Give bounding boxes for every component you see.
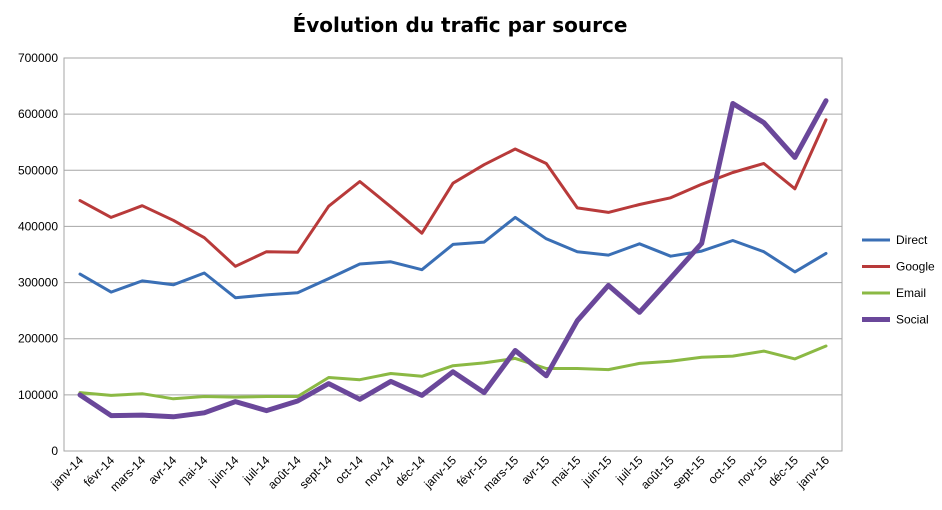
x-tick-label: nov-15 bbox=[734, 453, 770, 489]
x-tick-label: août-15 bbox=[638, 453, 677, 492]
y-tick-label: 300000 bbox=[18, 276, 58, 290]
y-tick-label: 200000 bbox=[18, 332, 58, 346]
x-tick-label: juin-14 bbox=[205, 453, 241, 489]
legend-label-google: Google bbox=[896, 260, 935, 274]
y-tick-label: 500000 bbox=[18, 163, 58, 177]
y-tick-label: 400000 bbox=[18, 219, 58, 233]
x-tick-label: mai-14 bbox=[175, 453, 211, 489]
x-tick-label: nov-14 bbox=[361, 453, 397, 489]
chart-title: Évolution du trafic par source bbox=[293, 13, 628, 37]
legend-label-direct: Direct bbox=[896, 233, 928, 247]
x-tick-label: sept-14 bbox=[297, 453, 335, 491]
x-tick-label: avr-15 bbox=[518, 453, 552, 487]
x-tick-label: janv-15 bbox=[421, 453, 460, 492]
legend-label-email: Email bbox=[896, 286, 926, 300]
y-tick-label: 100000 bbox=[18, 388, 58, 402]
y-tick-label: 600000 bbox=[18, 107, 58, 121]
x-tick-label: oct-15 bbox=[705, 453, 739, 487]
x-tick-label: oct-14 bbox=[332, 453, 366, 487]
x-tick-label: juin-15 bbox=[578, 453, 614, 489]
y-tick-label: 700000 bbox=[18, 51, 58, 65]
legend-label-social: Social bbox=[896, 313, 929, 327]
x-tick-label: janv-14 bbox=[48, 453, 87, 492]
x-tick-label: mars-14 bbox=[107, 453, 148, 494]
x-tick-label: août-14 bbox=[265, 453, 304, 492]
x-tick-label: avr-14 bbox=[145, 453, 179, 487]
x-tick-label: mars-15 bbox=[480, 453, 521, 494]
y-tick-label: 0 bbox=[51, 444, 58, 458]
plot-area-border bbox=[63, 57, 843, 452]
series-line-social bbox=[77, 98, 829, 420]
x-tick-label: mai-15 bbox=[548, 453, 584, 489]
x-tick-label: sept-15 bbox=[670, 453, 708, 491]
x-tick-label: janv-16 bbox=[794, 453, 833, 492]
